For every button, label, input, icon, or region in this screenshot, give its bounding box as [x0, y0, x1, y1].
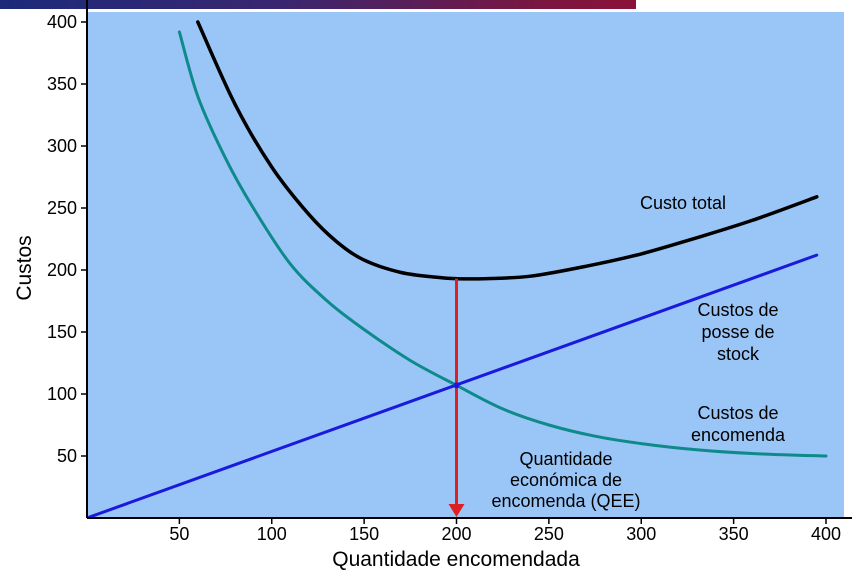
x-tick-label: 300 [626, 524, 656, 544]
total-cost-label: Custo total [640, 193, 726, 213]
holding-cost-line [87, 253, 819, 518]
eoq-intersection-point [453, 382, 460, 389]
total-cost-line [196, 20, 819, 281]
y-tick-label: 250 [47, 198, 77, 218]
y-tick-label: 200 [47, 260, 77, 280]
eoq-label-line: Quantidade [519, 449, 612, 469]
ordering-cost-line [177, 30, 828, 458]
y-tick-label: 150 [47, 322, 77, 342]
x-tick-label: 350 [719, 524, 749, 544]
x-tick-label: 250 [534, 524, 564, 544]
x-tick-label: 150 [349, 524, 379, 544]
holding-cost-label-line: stock [717, 344, 760, 364]
x-tick-label: 100 [257, 524, 287, 544]
ordering-cost-label-line: Custos de [697, 403, 778, 423]
plot-area [87, 12, 844, 518]
y-tick-label: 50 [57, 446, 77, 466]
eoq-label-line: encomenda (QEE) [491, 491, 640, 511]
x-tick-label: 400 [811, 524, 841, 544]
y-tick-label: 100 [47, 384, 77, 404]
holding-cost-label-line: Custos de [697, 300, 778, 320]
x-tick-label: 200 [441, 524, 471, 544]
y-tick-label: 350 [47, 74, 77, 94]
holding-cost-label: Custos de posse de stock [697, 300, 778, 364]
x-axis-title: Quantidade encomendada [332, 548, 580, 571]
ordering-cost-label-line: encomenda [691, 425, 786, 445]
ordering-cost-label: Custos de encomenda [691, 403, 786, 445]
y-axis-title: Custos [13, 235, 36, 300]
y-tick-label: 300 [47, 136, 77, 156]
eoq-label: Quantidade económica de encomenda (QEE) [491, 449, 640, 511]
eoq-arrow-head [448, 504, 465, 517]
title-bar-decoration [0, 0, 636, 9]
x-tick-label: 50 [169, 524, 189, 544]
y-tick-label: 400 [47, 12, 77, 32]
holding-cost-label-line: posse de [701, 322, 774, 342]
total-cost-label-line: Custo total [640, 193, 726, 213]
eoq-label-line: económica de [510, 470, 622, 490]
